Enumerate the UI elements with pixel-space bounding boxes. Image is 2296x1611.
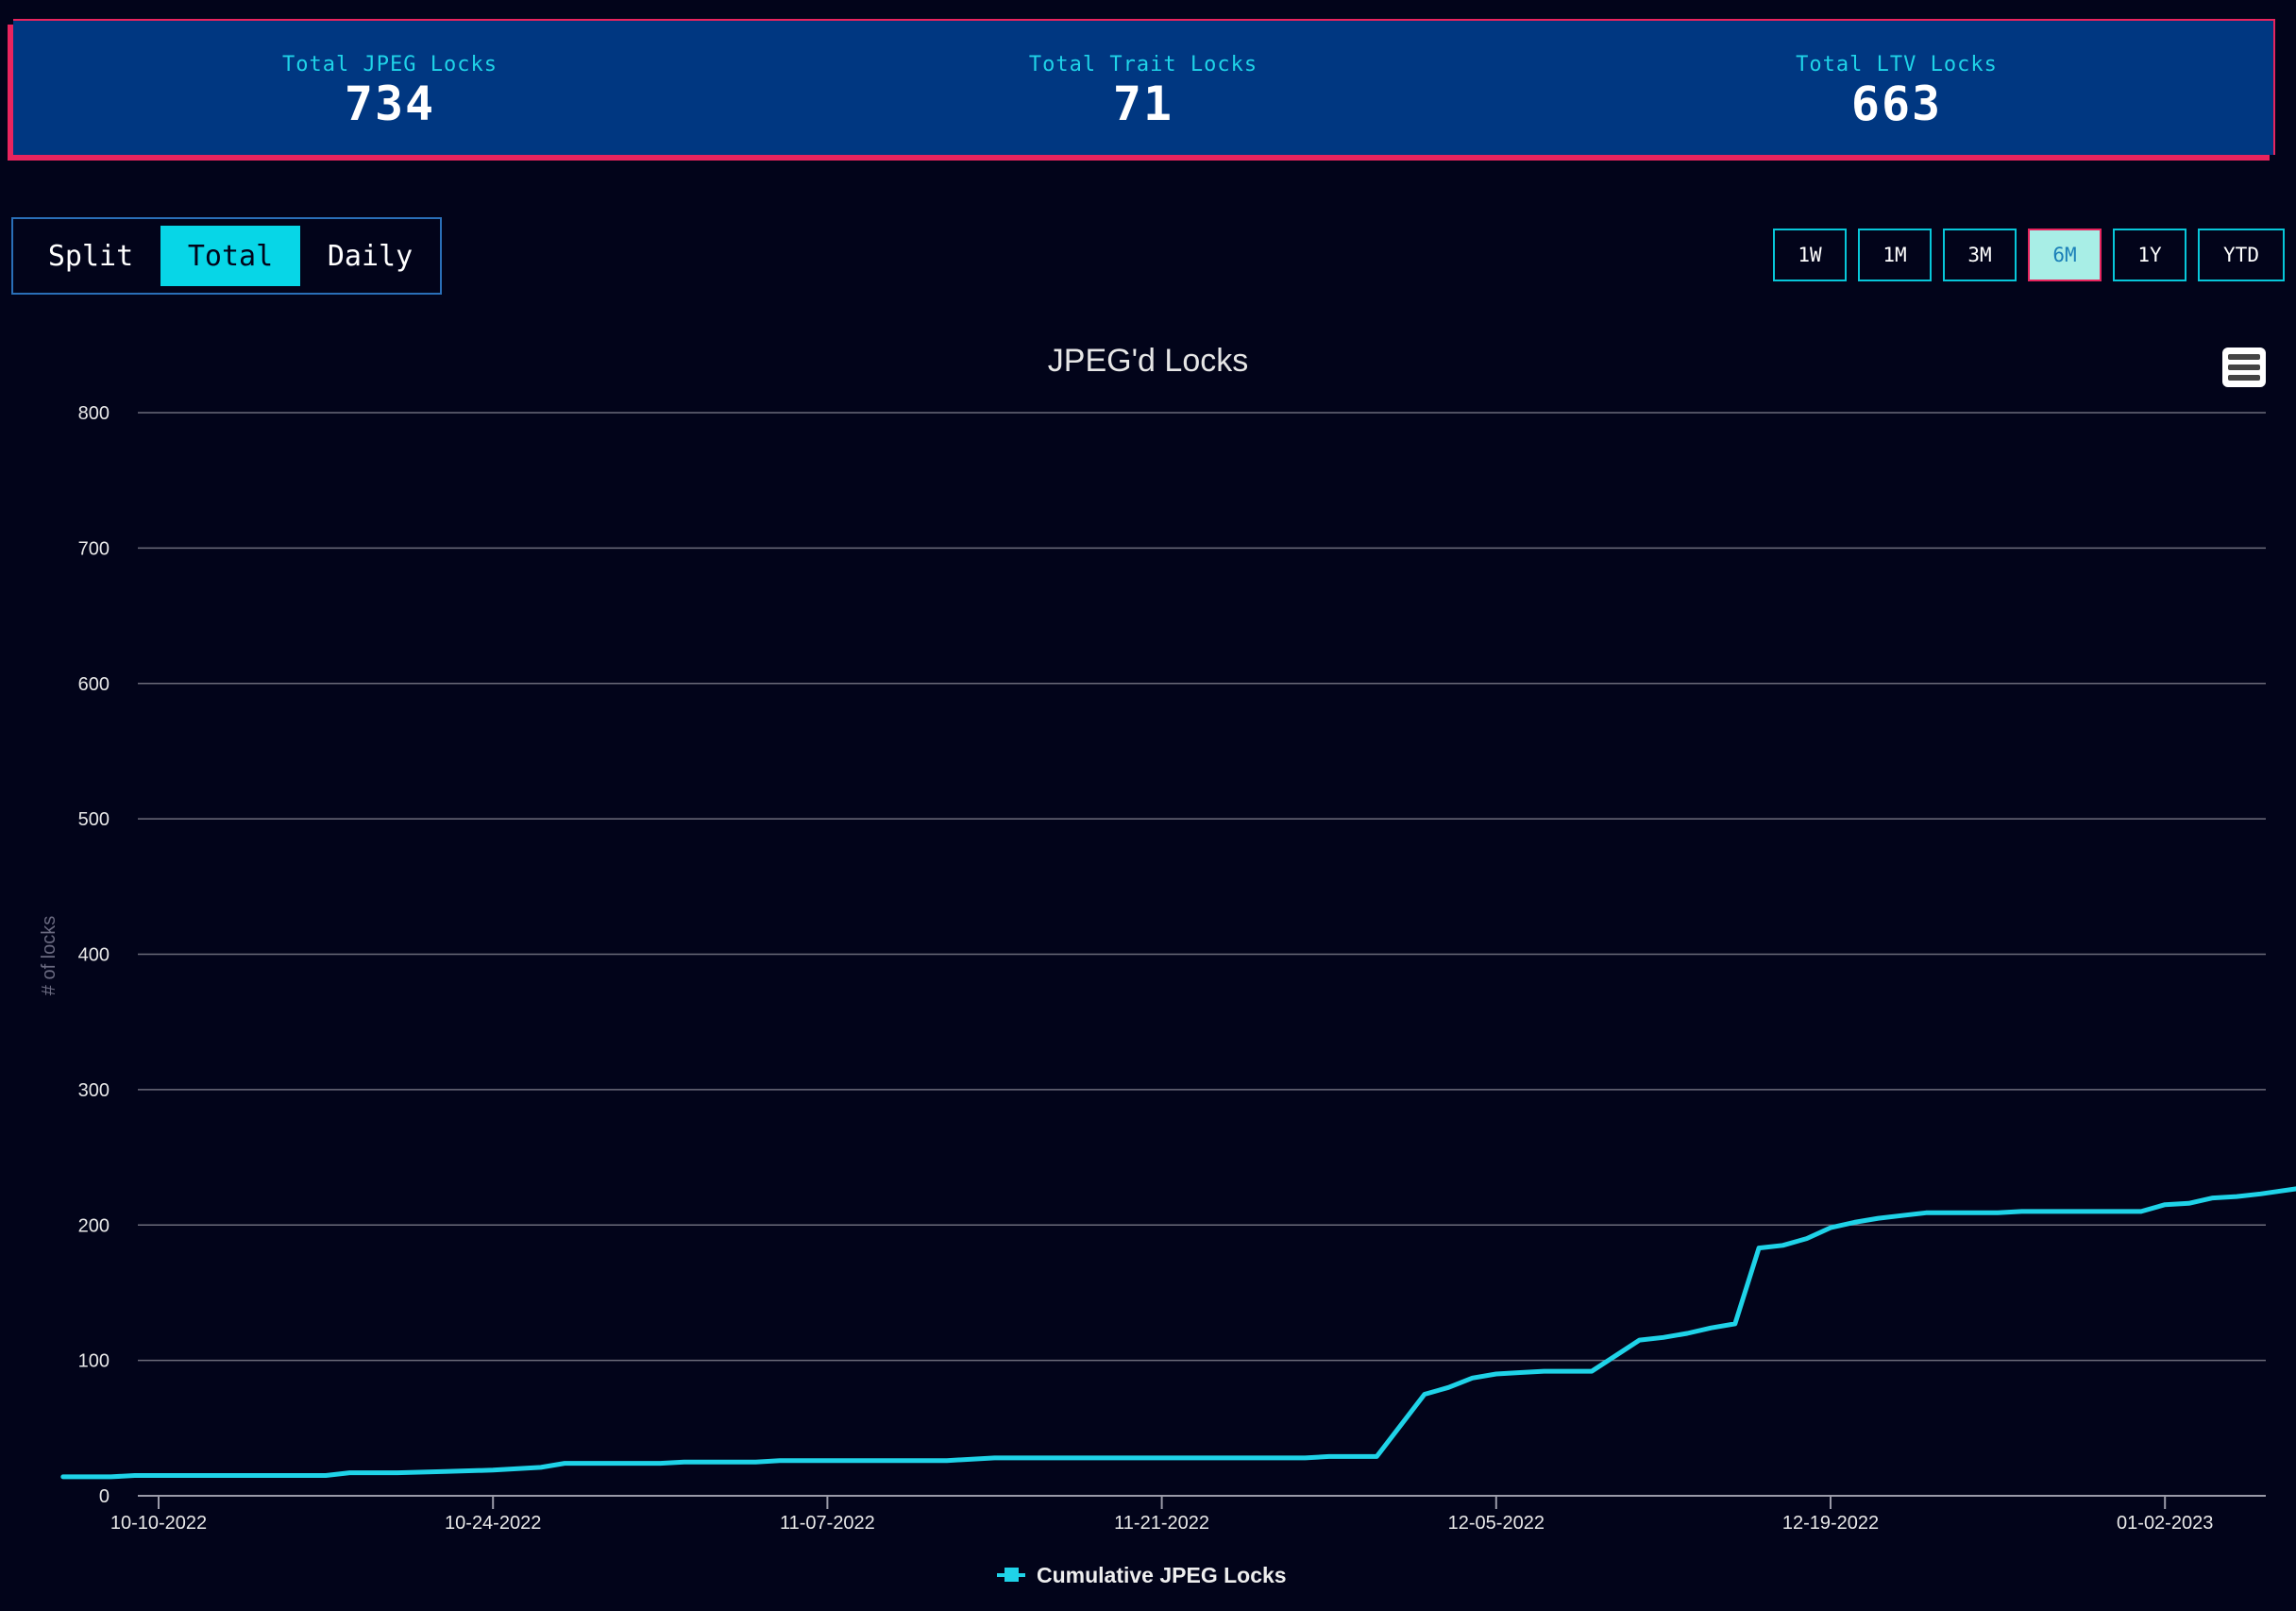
series-line <box>60 1186 2296 1480</box>
series-layer <box>60 1186 2296 1480</box>
locks-chart: JPEG'd Locks 0 100 200 300 400 500 600 700 800 1… <box>39 343 2296 1587</box>
stat-value: 734 <box>344 76 436 131</box>
legend[interactable]: Cumulative JPEG Locks <box>997 1563 1287 1587</box>
range-3m-button[interactable]: 3M <box>1943 229 2017 281</box>
stat-value: 663 <box>1850 76 1943 131</box>
y-tick-label: 600 <box>78 674 110 695</box>
view-split-button[interactable]: Split <box>47 239 134 273</box>
range-6m-button[interactable]: 6M <box>2028 229 2102 281</box>
x-tick-label: 10-24-2022 <box>445 1513 541 1534</box>
x-tick-label: 11-07-2022 <box>780 1513 875 1534</box>
x-tick-label: 10-10-2022 <box>110 1513 207 1534</box>
range-selector: 1W 1M 3M 6M 1Y YTD <box>1773 229 2285 281</box>
stats-banner: Total JPEG Locks 734 Total Trait Locks 7… <box>13 19 2275 155</box>
view-toggle: Split Total Daily <box>11 217 442 295</box>
chart-title: JPEG'd Locks <box>1048 343 1248 379</box>
grid-layer <box>138 412 2266 1362</box>
hamburger-menu-icon <box>2228 354 2260 360</box>
y-tick-label: 100 <box>78 1351 110 1372</box>
stat-total-trait-locks: Total Trait Locks 71 <box>767 21 1520 155</box>
x-tick-label: 12-05-2022 <box>1448 1513 1545 1534</box>
y-tick-label: 0 <box>99 1486 110 1507</box>
stat-value: 71 <box>1112 76 1174 131</box>
y-tick-label: 300 <box>78 1080 110 1101</box>
range-1y-button[interactable]: 1Y <box>2113 229 2186 281</box>
y-axis: 0 100 200 300 400 500 600 700 800 <box>78 403 110 1507</box>
y-axis-title: # of locks <box>39 916 59 995</box>
range-1w-button[interactable]: 1W <box>1773 229 1847 281</box>
x-tick-label: 01-02-2023 <box>2117 1513 2213 1534</box>
x-tick-label: 12-19-2022 <box>1782 1513 1879 1534</box>
view-total-button[interactable]: Total <box>160 226 300 286</box>
legend-label: Cumulative JPEG Locks <box>1037 1563 1287 1587</box>
x-tick-label: 11-21-2022 <box>1114 1513 1209 1534</box>
hamburger-menu-icon <box>2228 365 2260 370</box>
y-tick-label: 500 <box>78 809 110 830</box>
y-tick-label: 700 <box>78 538 110 559</box>
x-axis: 10-10-2022 10-24-2022 11-07-2022 11-21-2022… <box>110 1495 2266 1534</box>
stat-label: Total Trait Locks <box>1028 53 1258 76</box>
y-tick-label: 800 <box>78 403 110 424</box>
view-daily-button[interactable]: Daily <box>327 239 414 273</box>
stat-label: Total LTV Locks <box>1796 53 1998 76</box>
stat-label: Total JPEG Locks <box>282 53 498 76</box>
stat-total-ltv-locks: Total LTV Locks 663 <box>1520 21 2273 155</box>
hamburger-menu-icon <box>2228 375 2260 381</box>
y-tick-label: 400 <box>78 945 110 966</box>
legend-swatch-marker <box>1004 1568 1019 1582</box>
y-tick-label: 200 <box>78 1215 110 1236</box>
stat-total-jpeg-locks: Total JPEG Locks 734 <box>13 21 767 155</box>
range-ytd-button[interactable]: YTD <box>2198 229 2285 281</box>
chart-menu-button[interactable] <box>2222 348 2266 387</box>
range-1m-button[interactable]: 1M <box>1858 229 1932 281</box>
